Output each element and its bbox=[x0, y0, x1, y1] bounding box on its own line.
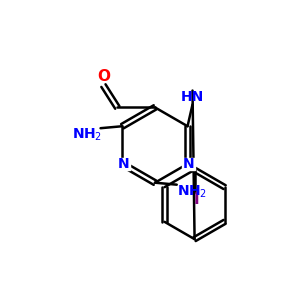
Text: I: I bbox=[194, 192, 200, 207]
Text: N: N bbox=[183, 157, 194, 171]
Text: NH$_2$: NH$_2$ bbox=[178, 183, 208, 200]
Text: NH$_2$: NH$_2$ bbox=[72, 127, 102, 143]
Text: HN: HN bbox=[181, 89, 204, 103]
Text: O: O bbox=[97, 69, 110, 84]
Bar bbox=[182, 158, 196, 170]
Text: N: N bbox=[118, 157, 129, 171]
Bar bbox=[116, 158, 130, 170]
